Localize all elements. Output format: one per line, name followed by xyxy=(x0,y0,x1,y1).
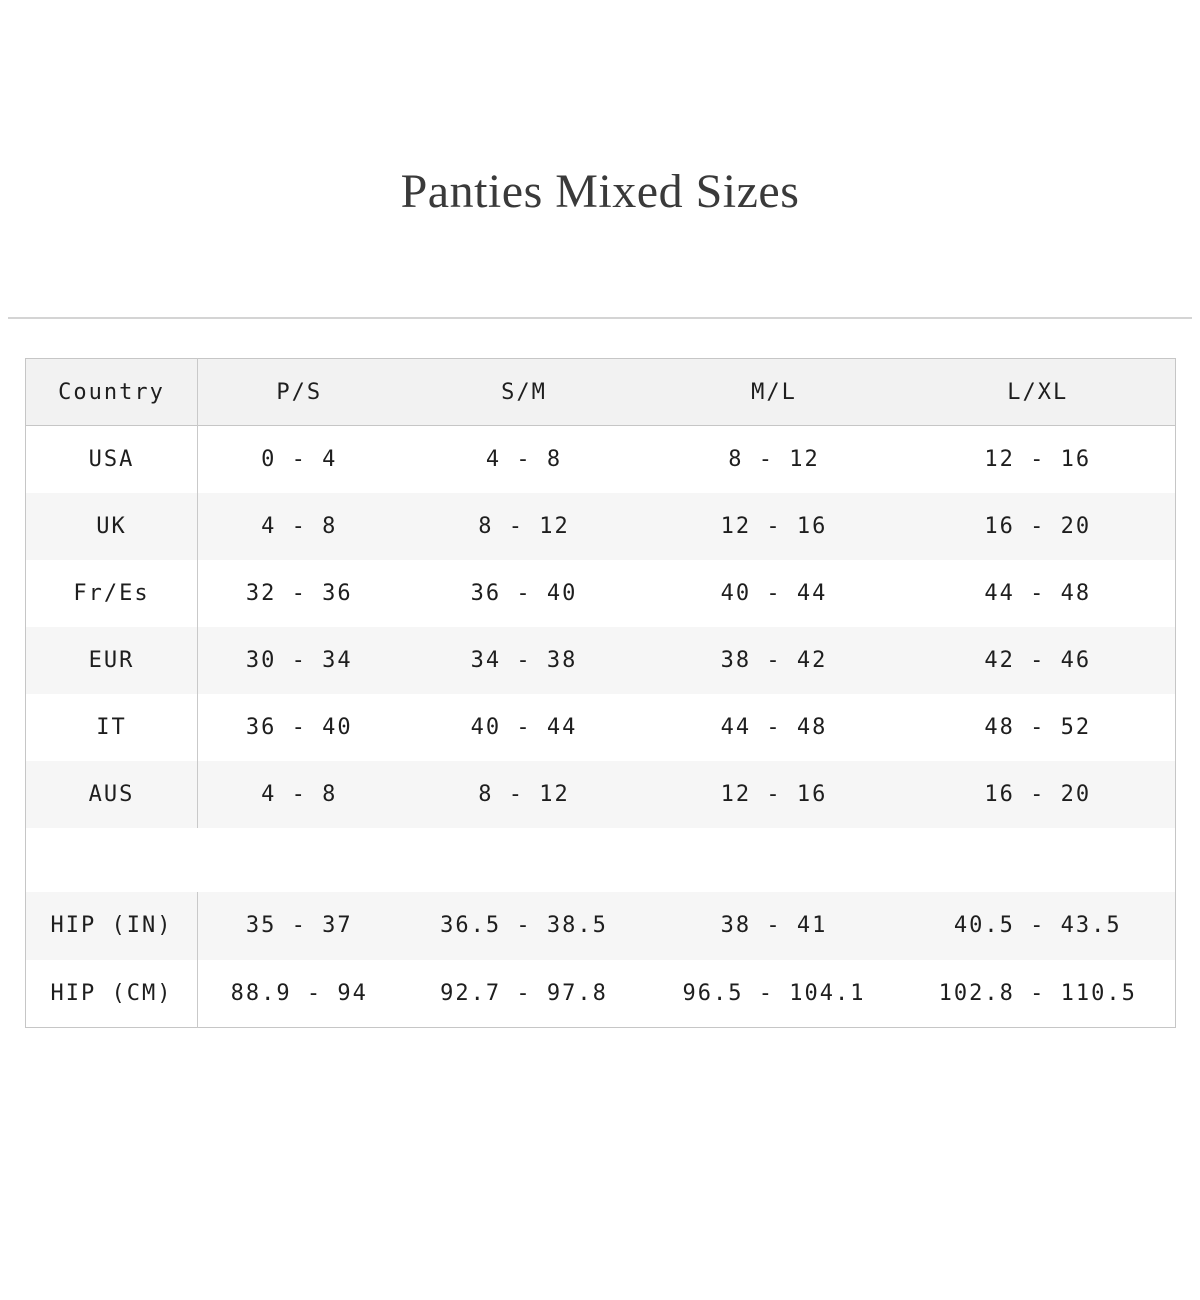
size-value: 8 - 12 xyxy=(478,781,570,807)
size-value: 0 - 4 xyxy=(261,446,338,472)
column-header-sm: S/M xyxy=(501,379,547,405)
size-value: 32 - 36 xyxy=(245,580,353,606)
size-value: 92.7 - 97.8 xyxy=(440,980,608,1006)
size-value: 35 - 37 xyxy=(245,913,353,938)
size-value: 36 - 40 xyxy=(245,714,353,740)
column-header-lxl: L/XL xyxy=(1007,379,1069,405)
size-value: 36.5 - 38.5 xyxy=(440,913,608,938)
measurement-label: HIP (IN) xyxy=(25,891,198,960)
size-value: 8 - 12 xyxy=(478,513,570,539)
table-row-uk: UK 4 - 8 8 - 12 12 - 16 16 - 20 xyxy=(25,492,1176,560)
size-value: 4 - 8 xyxy=(485,446,563,472)
table-row-fres: Fr/Es 32 - 36 36 - 40 40 - 44 44 - 48 xyxy=(25,559,1176,627)
spacer-row xyxy=(25,827,1176,892)
size-value: 40 - 44 xyxy=(720,580,828,606)
country-label: Fr/Es xyxy=(25,559,198,627)
size-value: 38 - 41 xyxy=(720,913,828,938)
size-value: 96.5 - 104.1 xyxy=(682,980,866,1006)
size-value: 12 - 16 xyxy=(984,446,1092,472)
size-value: 42 - 46 xyxy=(984,647,1092,673)
table-row-aus: AUS 4 - 8 8 - 12 12 - 16 16 - 20 xyxy=(25,760,1176,828)
size-value: 102.8 - 110.5 xyxy=(938,980,1137,1006)
size-value: 40.5 - 43.5 xyxy=(953,913,1122,938)
size-value: 48 - 52 xyxy=(984,714,1092,740)
size-value: 4 - 8 xyxy=(261,781,338,807)
size-value: 30 - 34 xyxy=(245,647,353,673)
size-value: 12 - 16 xyxy=(720,513,828,539)
country-label: USA xyxy=(25,425,198,493)
table-row-it: IT 36 - 40 40 - 44 44 - 48 48 - 52 xyxy=(25,693,1176,761)
country-label: AUS xyxy=(25,760,198,828)
size-value: 16 - 20 xyxy=(984,781,1092,807)
column-header-country: Country xyxy=(25,358,198,426)
size-value: 36 - 40 xyxy=(470,580,578,606)
country-label: EUR xyxy=(25,626,198,694)
table-row-hip-in: HIP (IN) 35 - 37 36.5 - 38.5 38 - 41 40.… xyxy=(25,891,1176,960)
column-header-ml: M/L xyxy=(751,379,797,405)
size-value: 44 - 48 xyxy=(984,580,1092,606)
country-label: IT xyxy=(25,693,198,761)
measurement-label: HIP (CM) xyxy=(25,959,198,1028)
size-value: 8 - 12 xyxy=(728,446,820,472)
size-value: 34 - 38 xyxy=(470,647,578,673)
country-label: UK xyxy=(25,492,198,560)
column-header-ps: P/S xyxy=(276,379,323,405)
spacer-cell xyxy=(26,828,1176,892)
table-row-hip-cm: HIP (CM) 88.9 - 94 92.7 - 97.8 96.5 - 10… xyxy=(25,959,1176,1028)
size-value: 44 - 48 xyxy=(720,714,828,740)
size-value: 40 - 44 xyxy=(470,714,578,740)
size-value: 16 - 20 xyxy=(984,513,1092,539)
table-row-usa: USA 0 - 4 4 - 8 8 - 12 12 - 16 xyxy=(25,425,1176,493)
size-chart-table: Country P/S S/M M/L L/XL USA 0 - 4 4 - 8… xyxy=(25,358,1176,1028)
page-title: Panties Mixed Sizes xyxy=(400,165,800,218)
section-divider xyxy=(8,317,1192,319)
table-row-eur: EUR 30 - 34 34 - 38 38 - 42 42 - 46 xyxy=(25,626,1176,694)
size-value: 38 - 42 xyxy=(720,647,828,673)
size-value: 4 - 8 xyxy=(261,513,338,539)
size-value: 12 - 16 xyxy=(720,781,828,807)
size-value: 88.9 - 94 xyxy=(230,980,368,1006)
header-row: Country P/S S/M M/L L/XL xyxy=(25,358,1176,426)
